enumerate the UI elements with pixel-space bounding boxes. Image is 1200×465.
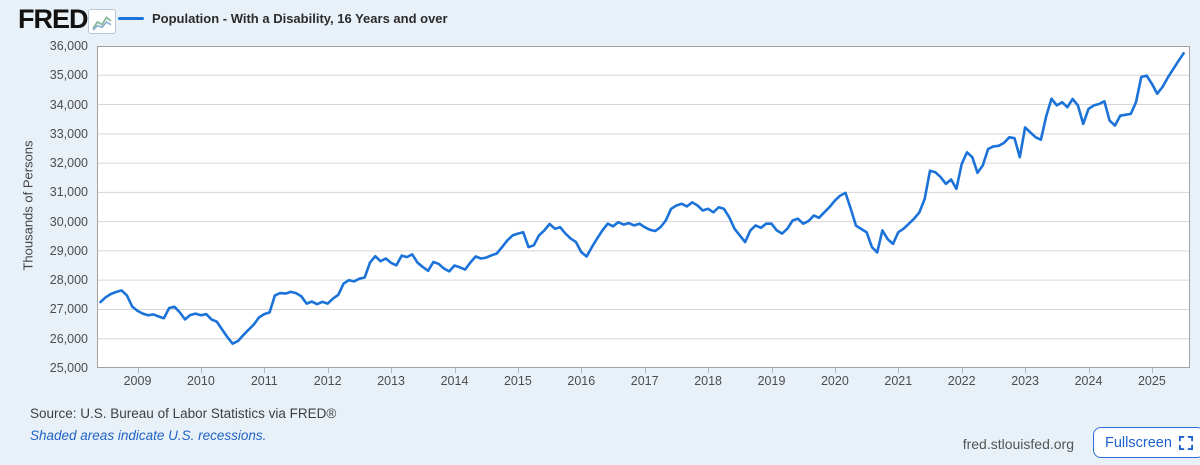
x-tick-label: 2011 [250,374,278,388]
x-tickmark [327,368,329,373]
fred-logo-chart-icon [88,9,116,34]
y-tick-label: 29,000 [49,243,88,258]
chart-legend: Population - With a Disability, 16 Years… [118,11,448,26]
x-tick-label: 2010 [186,374,215,388]
mini-sparkline-icon [92,15,112,31]
y-tick-label: 28,000 [49,273,88,288]
x-tick-label: 2016 [567,374,596,388]
legend-series-label: Population - With a Disability, 16 Years… [152,11,448,26]
x-tickmark [200,368,202,373]
x-tickmark [961,368,963,373]
y-tick-label: 35,000 [49,68,88,83]
x-tick-label: 2019 [757,374,786,388]
x-tickmark [1151,368,1153,373]
x-tick-label: 2014 [440,374,469,388]
x-tick-label: 2012 [313,374,342,388]
x-tickmark [771,368,773,373]
x-tick-label: 2025 [1137,374,1166,388]
series-line [99,52,1185,346]
y-tick-label: 34,000 [49,97,88,112]
x-tickmark [391,368,393,373]
y-tick-label: 31,000 [49,185,88,200]
fullscreen-button[interactable]: Fullscreen [1093,427,1200,458]
y-tick-label: 33,000 [49,126,88,141]
y-tick-label: 26,000 [49,331,88,346]
x-tick-label: 2015 [503,374,532,388]
y-tick-label: 27,000 [49,302,88,317]
x-tick-label: 2013 [377,374,405,388]
y-axis-title: Thousands of Persons [20,140,36,271]
x-tickmark [1025,368,1027,373]
y-tick-label: 25,000 [49,361,88,375]
recession-note-link[interactable]: Shaded areas indicate U.S. recessions. [30,428,267,443]
x-tick-label: 2022 [947,374,976,388]
x-tick-label: 2017 [630,374,659,388]
y-tick-label: 30,000 [49,214,88,229]
y-tick-label: 36,000 [49,39,88,53]
plot-border [97,46,1190,368]
x-tickmark [644,368,646,373]
x-tick-label: 2020 [820,374,849,388]
source-text: Source: U.S. Bureau of Labor Statistics … [30,406,337,421]
chart-plot-area[interactable] [97,46,1190,368]
fullscreen-expand-icon [1178,435,1193,450]
x-tickmark [581,368,583,373]
x-tick-label: 2009 [123,374,152,388]
x-tick-label: 2024 [1074,374,1103,388]
x-tickmark [1088,368,1090,373]
x-tickmark [834,368,836,373]
x-tickmark [264,368,266,373]
fred-url-text: fred.stlouisfed.org [962,436,1074,452]
x-tick-label: 2023 [1011,374,1039,388]
fred-logo: FRED [18,4,88,34]
x-tick-label: 2018 [694,374,722,388]
x-tick-label: 2021 [884,374,913,388]
x-tickmark [708,368,710,373]
fullscreen-button-label: Fullscreen [1105,434,1172,451]
y-tick-label: 32,000 [49,156,88,171]
x-tickmark [517,368,519,373]
x-tickmark [898,368,900,373]
legend-line-swatch [118,17,144,20]
x-tickmark [454,368,456,373]
x-tickmark [137,368,139,373]
